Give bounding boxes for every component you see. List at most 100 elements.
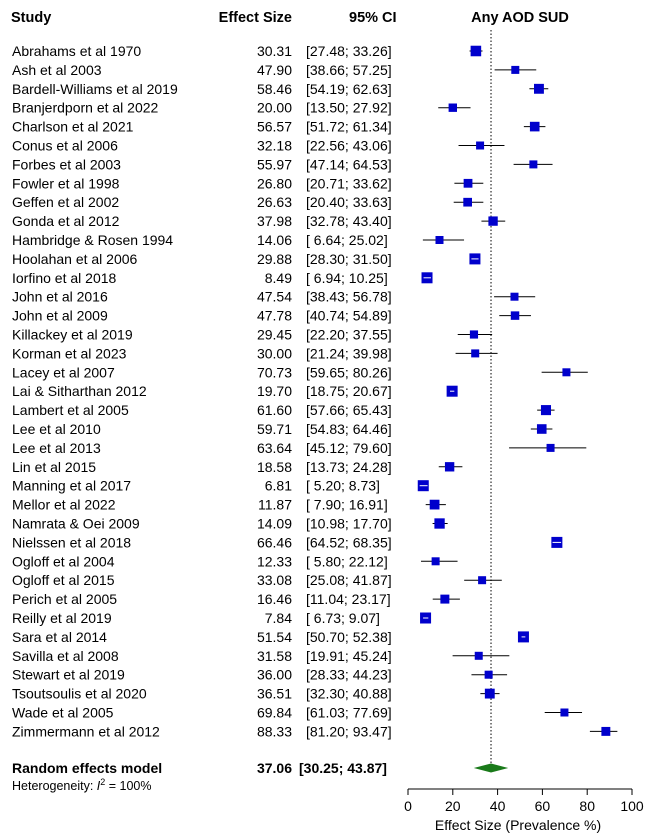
- effect-size-value: 61.60: [257, 402, 292, 418]
- effect-marker: [463, 178, 473, 188]
- plot-area: 0 20 40 60 80 100 Effect Size (Prevalence %): [404, 30, 644, 833]
- ci-value: [47.14; 64.53]: [306, 156, 392, 172]
- x-tick-label: 60: [535, 798, 551, 814]
- ci-value: [20.40; 33.63]: [306, 194, 392, 210]
- effect-size-value: 63.64: [257, 440, 292, 456]
- ci-value: [18.75; 20.67]: [306, 383, 392, 399]
- ci-value: [ 6.64; 25.02]: [306, 232, 388, 248]
- effect-size-value: 47.78: [257, 308, 292, 324]
- x-axis-label: Effect Size (Prevalence %): [435, 817, 601, 833]
- study-name: Namrata & Oei 2009: [12, 516, 140, 532]
- ci-value: [28.30; 31.50]: [306, 251, 392, 267]
- effect-marker: [484, 670, 493, 679]
- ci-value: [13.73; 24.28]: [306, 459, 392, 475]
- study-name: Lee et al 2013: [12, 440, 101, 456]
- effect-size-value: 29.45: [257, 327, 292, 343]
- effect-size-value: 69.84: [257, 705, 292, 721]
- study-name: Sara et al 2014: [12, 629, 107, 645]
- ci-value: [22.20; 37.55]: [306, 327, 392, 343]
- ci-value: [81.20; 93.47]: [306, 723, 392, 739]
- effect-marker: [529, 160, 538, 169]
- study-name: Ogloff et al 2015: [12, 572, 115, 588]
- effect-size-value: 26.63: [257, 194, 292, 210]
- summary-ci: [30.25; 43.87]: [299, 760, 387, 776]
- effect-marker: [470, 45, 482, 57]
- study-name: Forbes et al 2003: [12, 156, 121, 172]
- ci-value: [22.56; 43.06]: [306, 138, 392, 154]
- ci-value: [28.33; 44.23]: [306, 667, 392, 683]
- study-name: Geffen et al 2002: [12, 194, 119, 210]
- study-name: Lacey et al 2007: [12, 364, 115, 380]
- study-column-header: Study: [11, 10, 51, 26]
- ci-value: [45.12; 79.60]: [306, 440, 392, 456]
- study-name: John et al 2009: [12, 308, 108, 324]
- study-name: John et al 2016: [12, 289, 108, 305]
- effect-size-value: 55.97: [257, 156, 292, 172]
- effect-size-value: 56.57: [257, 119, 292, 135]
- ci-value: [13.50; 27.92]: [306, 100, 392, 116]
- effect-size-value: 16.46: [257, 591, 292, 607]
- study-name: Reilly et al 2019: [12, 610, 112, 626]
- effect-size-value: 66.46: [257, 534, 292, 550]
- effect-marker: [463, 197, 472, 207]
- effect-marker: [560, 708, 569, 717]
- study-name: Korman et al 2023: [12, 345, 127, 361]
- study-rows: Abrahams et al 1970 30.31 [27.48; 33.26] As…: [12, 43, 392, 793]
- effect-marker: [471, 349, 480, 358]
- effect-size-value: 14.09: [257, 516, 292, 532]
- ci-value: [64.52; 68.35]: [306, 534, 392, 550]
- ci-value: [50.70; 52.38]: [306, 629, 392, 645]
- effect-size-value: 20.00: [257, 100, 292, 116]
- ci-value: [10.98; 17.70]: [306, 516, 392, 532]
- effect-marker: [511, 65, 520, 74]
- effect-marker: [478, 576, 487, 585]
- effect-marker: [474, 651, 483, 660]
- study-name: Stewart et al 2019: [12, 667, 125, 683]
- effect-size-value: 70.73: [257, 364, 292, 380]
- effect-marker: [440, 594, 450, 604]
- ci-value: [21.24; 39.98]: [306, 345, 392, 361]
- effect-size-value: 31.58: [257, 648, 292, 664]
- study-name: Manning et al 2017: [12, 478, 131, 494]
- study-name: Killackey et al 2019: [12, 327, 133, 343]
- study-name: Lee et al 2010: [12, 421, 101, 437]
- study-name: Iorfino et al 2018: [12, 270, 117, 286]
- effect-marker: [469, 330, 479, 339]
- study-name: Hambridge & Rosen 1994: [12, 232, 173, 248]
- ci-value: [ 6.94; 10.25]: [306, 270, 388, 286]
- study-name: Gonda et al 2012: [12, 213, 120, 229]
- ci-value: [40.74; 54.89]: [306, 308, 392, 324]
- study-name: Zimmermann et al 2012: [12, 723, 160, 739]
- ci-value: [ 5.80; 22.12]: [306, 553, 388, 569]
- effect-size-value: 18.58: [257, 459, 292, 475]
- study-name: Charlson et al 2021: [12, 119, 134, 135]
- effect-size-value: 11.87: [258, 497, 292, 513]
- study-name: Branjerdporn et al 2022: [12, 100, 159, 116]
- ci-value: [38.43; 56.78]: [306, 289, 392, 305]
- effect-marker: [510, 311, 520, 320]
- study-name: Perich et al 2005: [12, 591, 117, 607]
- ci-value: [20.71; 33.62]: [306, 175, 392, 191]
- effect-size-value: 51.54: [257, 629, 292, 645]
- effect-size-value: 8.49: [265, 270, 292, 286]
- ci-value: [54.83; 64.46]: [306, 421, 392, 437]
- ci-value: [38.66; 57.25]: [306, 62, 392, 78]
- effect-size-value: 12.33: [257, 553, 292, 569]
- study-name: Ash et al 2003: [12, 62, 102, 78]
- ci-value: [27.48; 33.26]: [306, 43, 392, 59]
- ci-value: [57.66; 65.43]: [306, 402, 392, 418]
- ci-value: [54.19; 62.63]: [306, 81, 392, 97]
- effect-marker: [536, 424, 547, 434]
- effect-marker: [484, 688, 495, 699]
- effect-marker: [444, 462, 455, 472]
- effect-size-value: 32.18: [257, 138, 292, 154]
- summary-label: Random effects model: [12, 760, 162, 776]
- summary-effect-size: 37.06: [257, 760, 292, 776]
- effect-size-value: 30.31: [257, 43, 292, 59]
- study-name: Lai & Sitharthan 2012: [12, 383, 147, 399]
- effect-marker: [429, 499, 440, 510]
- plot-title: Any AOD SUD: [471, 10, 569, 26]
- effect-size-value: 47.90: [257, 62, 292, 78]
- ci-value: [32.30; 40.88]: [306, 686, 392, 702]
- effect-marker: [431, 557, 440, 566]
